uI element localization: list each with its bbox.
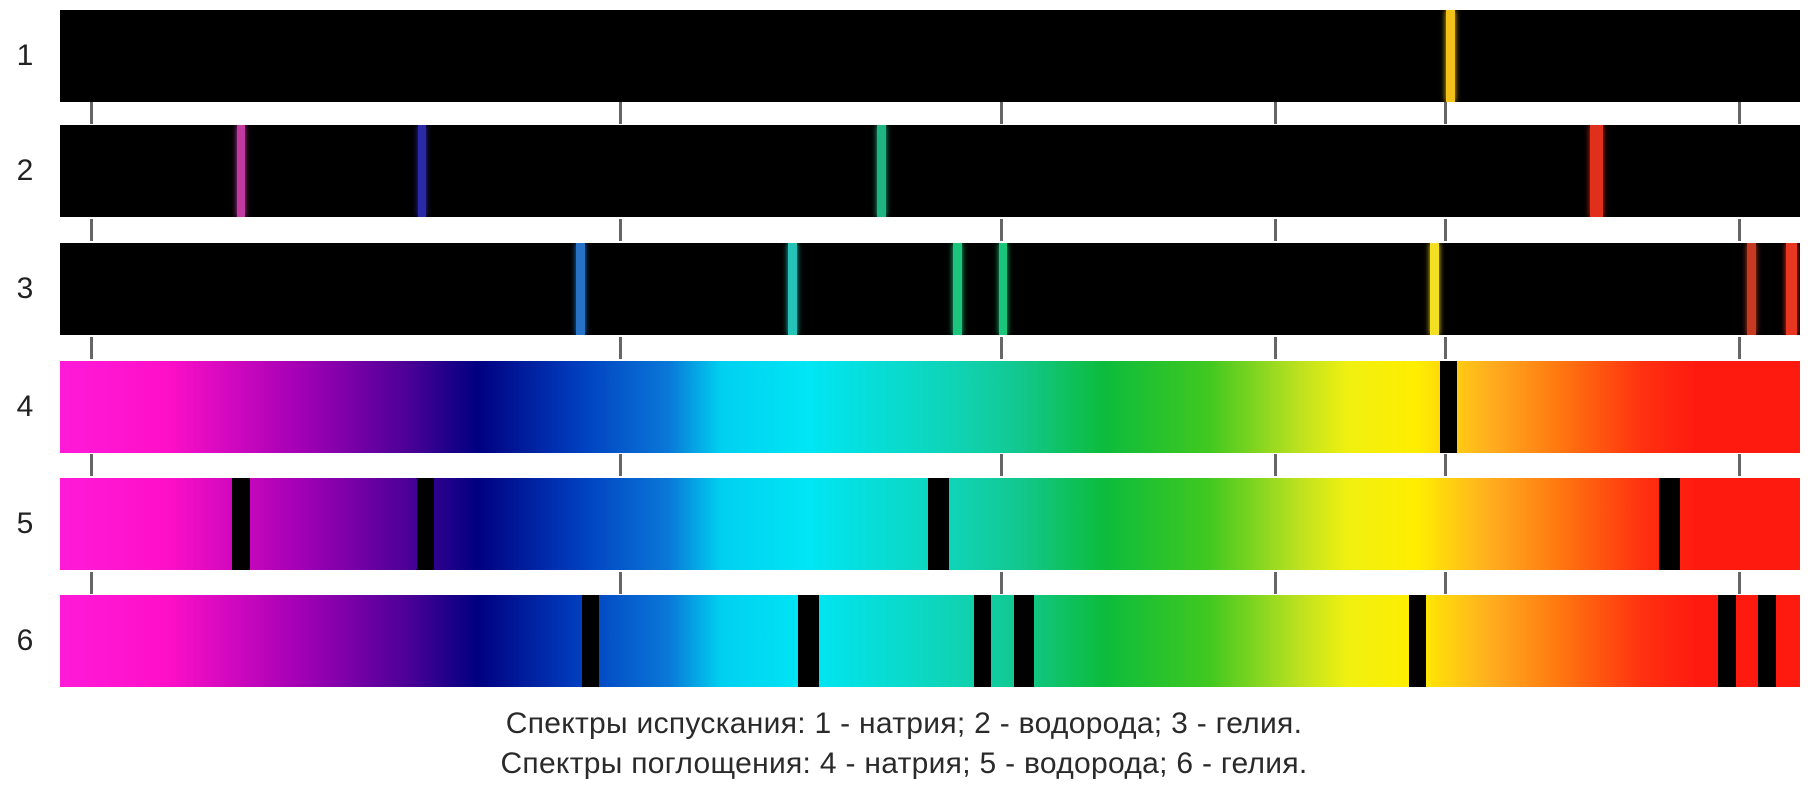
absorption-line xyxy=(1439,361,1458,453)
emission-line xyxy=(1445,10,1455,102)
emission-line xyxy=(998,243,1008,335)
emission-line xyxy=(1786,243,1797,335)
emission-line xyxy=(953,243,963,335)
reference-tick xyxy=(1738,102,1742,124)
reference-tick xyxy=(1273,454,1277,476)
reference-tick xyxy=(1273,337,1277,359)
emission-spectrum-strip xyxy=(60,125,1800,217)
reference-tick xyxy=(1273,102,1277,124)
emission-spectrum-strip xyxy=(60,10,1800,102)
reference-tick xyxy=(1444,219,1448,241)
reference-tick xyxy=(90,219,94,241)
reference-tick xyxy=(1000,337,1004,359)
absorption-line xyxy=(1408,595,1426,687)
reference-tick xyxy=(619,337,623,359)
spectrum-number-label: 4 xyxy=(16,390,34,423)
reference-tick xyxy=(1738,454,1742,476)
absorption-line xyxy=(1659,478,1680,570)
emission-line xyxy=(1590,125,1603,217)
reference-tick xyxy=(1444,337,1448,359)
emission-line xyxy=(876,125,886,217)
reference-tick xyxy=(619,572,623,594)
reference-tick xyxy=(1000,572,1004,594)
reference-tick xyxy=(1738,219,1742,241)
reference-tick xyxy=(1444,454,1448,476)
absorption-line xyxy=(416,478,435,570)
reference-tick xyxy=(1000,454,1004,476)
absorption-spectrum-strip xyxy=(60,595,1800,687)
absorption-spectrum-strip xyxy=(60,361,1800,453)
absorption-line xyxy=(797,595,819,687)
reference-tick xyxy=(90,454,94,476)
absorption-line xyxy=(928,478,950,570)
reference-tick xyxy=(1273,219,1277,241)
reference-tick xyxy=(1738,337,1742,359)
spectrum-number-label: 2 xyxy=(16,154,34,187)
reference-tick xyxy=(90,572,94,594)
reference-tick xyxy=(619,219,623,241)
reference-tick xyxy=(1000,219,1004,241)
spectrum-number-label: 6 xyxy=(16,624,34,657)
emission-line xyxy=(1746,243,1756,335)
emission-line xyxy=(417,125,427,217)
absorption-line xyxy=(232,478,250,570)
absorption-line xyxy=(973,595,991,687)
emission-spectrum-strip xyxy=(60,243,1800,335)
emission-line xyxy=(788,243,797,335)
caption-emission: Спектры испускания: 1 - натрия; 2 - водо… xyxy=(505,707,1303,740)
emission-line xyxy=(575,243,585,335)
reference-tick xyxy=(1273,572,1277,594)
spectrum-number-label: 1 xyxy=(16,39,34,72)
reference-tick xyxy=(619,454,623,476)
absorption-spectrum-strip xyxy=(60,478,1800,570)
absorption-line xyxy=(582,595,600,687)
absorption-line xyxy=(1758,595,1776,687)
reference-tick xyxy=(1000,102,1004,124)
reference-tick xyxy=(90,102,94,124)
reference-tick xyxy=(1738,572,1742,594)
absorption-line xyxy=(1718,595,1736,687)
reference-tick xyxy=(90,337,94,359)
reference-tick xyxy=(1444,572,1448,594)
reference-tick xyxy=(1444,102,1448,124)
caption-absorption: Спектры поглощения: 4 - натрия; 5 - водо… xyxy=(500,747,1308,780)
spectrum-number-label: 5 xyxy=(16,507,34,540)
emission-line xyxy=(1430,243,1439,335)
reference-tick xyxy=(619,102,623,124)
emission-line xyxy=(236,125,246,217)
absorption-line xyxy=(1013,595,1035,687)
spectrum-number-label: 3 xyxy=(16,272,34,305)
